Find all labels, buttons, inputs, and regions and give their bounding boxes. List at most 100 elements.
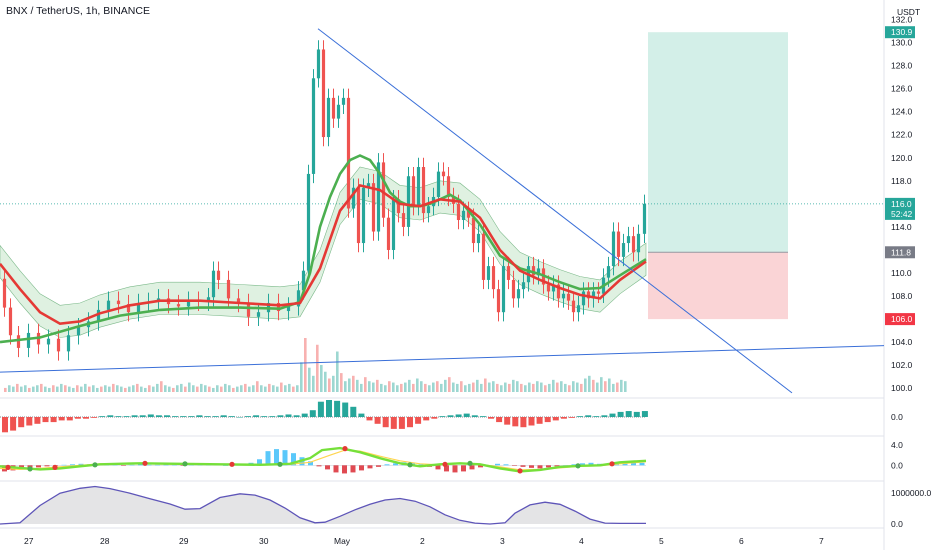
candle-body <box>316 49 321 79</box>
momentum-bar <box>147 414 154 417</box>
momentum-bar <box>520 417 527 428</box>
wave-bar <box>78 463 84 466</box>
volume-bar <box>536 381 539 392</box>
volume-bar <box>148 385 151 392</box>
momentum-bar <box>107 415 114 417</box>
momentum-bar <box>74 417 81 419</box>
wave-bar <box>342 465 347 474</box>
volume-bar <box>108 386 111 392</box>
volume-bar <box>320 365 323 392</box>
wave-marker <box>52 464 58 470</box>
volume-bar <box>448 377 451 392</box>
wave-marker <box>277 461 283 467</box>
wave-bar <box>333 465 339 473</box>
wave-main-line <box>0 446 647 473</box>
volume-bar <box>236 386 239 392</box>
momentum-bar <box>342 402 349 417</box>
wave-bar <box>452 465 458 473</box>
momentum-bar <box>58 417 65 421</box>
trendline <box>0 345 885 373</box>
momentum-bar <box>382 417 389 428</box>
volume-bar <box>184 386 187 392</box>
candle-body <box>466 210 471 218</box>
volume-bar <box>136 383 139 392</box>
wave-bar <box>155 464 160 466</box>
volume-bar <box>608 378 611 392</box>
time-tick-label: 3 <box>500 536 505 546</box>
candle-body <box>441 171 446 177</box>
candle-body <box>426 206 431 214</box>
volume-bar <box>224 383 227 392</box>
candle-body <box>336 104 341 119</box>
volume-bar <box>624 381 627 392</box>
volume-bar <box>444 379 447 392</box>
momentum-bar <box>496 417 503 423</box>
volume-bar <box>556 382 559 392</box>
volume-bar <box>612 383 615 392</box>
volume-bar <box>488 382 491 392</box>
time-tick-label: 7 <box>819 536 824 546</box>
candle-body <box>296 290 301 307</box>
volume-bar <box>8 385 11 392</box>
volume-bar <box>68 386 71 392</box>
momentum-tick-label: 0.0 <box>891 412 903 422</box>
candle-body <box>46 338 51 345</box>
momentum-bar <box>609 413 616 417</box>
volume-bar <box>620 379 623 392</box>
candle-body <box>371 183 376 232</box>
price-badge-label: 130.9 <box>891 27 913 37</box>
candle-body <box>26 332 31 348</box>
candle-body <box>136 302 141 313</box>
volume-bar <box>164 385 167 392</box>
candle-body <box>591 291 596 299</box>
volume-bar <box>436 381 439 392</box>
momentum-bar <box>528 417 535 426</box>
candle-body <box>581 291 586 306</box>
volume-bar <box>28 387 31 392</box>
momentum-bar <box>83 417 89 419</box>
candle-body <box>546 284 551 292</box>
volume-bar <box>572 381 575 392</box>
momentum-bar <box>269 416 276 417</box>
candle-body <box>386 217 391 250</box>
wave-bar <box>36 465 41 468</box>
momentum-bar <box>155 415 162 417</box>
candle-body <box>246 302 251 317</box>
volume-bar <box>324 371 327 392</box>
candle-body <box>642 203 647 234</box>
wave-bar <box>418 464 424 466</box>
candle-body <box>446 176 451 197</box>
candle-body <box>516 289 521 299</box>
volume-bar <box>356 379 359 392</box>
volume-bar <box>384 385 387 392</box>
wave-bar <box>461 465 466 472</box>
volume-bar <box>268 383 271 392</box>
volume-bar <box>416 378 419 392</box>
candle-body <box>471 217 476 244</box>
wave-bar <box>129 464 135 466</box>
price-tick-label: 128.0 <box>891 61 913 71</box>
candle-body <box>391 199 396 250</box>
candle-body <box>576 305 581 313</box>
volume-bar <box>188 382 191 392</box>
volume-bar <box>80 386 83 392</box>
candle-body <box>331 97 336 119</box>
volume-bar <box>56 386 59 392</box>
momentum-bar <box>277 415 284 417</box>
volume-bar <box>492 381 495 392</box>
momentum-bar <box>536 417 543 424</box>
volume-bar <box>44 386 47 392</box>
wave-bar <box>469 465 475 470</box>
momentum-bar <box>317 401 324 417</box>
volume-bar <box>192 385 195 392</box>
candle-body <box>126 304 131 313</box>
price-tick-label: 104.0 <box>891 337 913 347</box>
volume-bar <box>524 385 527 392</box>
wave-bar <box>529 465 534 468</box>
volume-bar <box>576 382 579 392</box>
wave-bar <box>580 463 585 466</box>
momentum-bar <box>447 415 454 417</box>
candle-body <box>8 307 13 336</box>
momentum-bar <box>50 417 57 423</box>
volume-bar <box>128 386 131 392</box>
